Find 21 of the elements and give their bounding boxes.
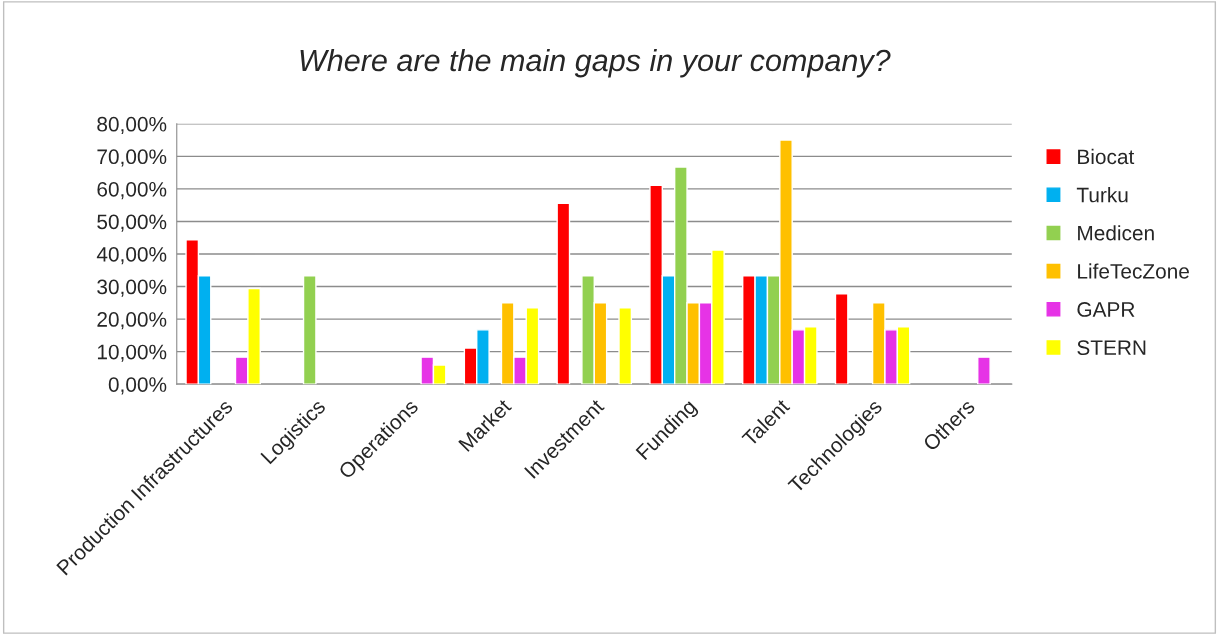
legend-label: Biocat [1078, 148, 1135, 165]
legend-label: STERN [1077, 340, 1146, 356]
bar [618, 307, 633, 385]
y-tick-label: 10,00% [97, 344, 167, 362]
bar [302, 275, 317, 385]
legend-label: GAPR [1077, 302, 1135, 317]
y-tick-label: 80,00% [97, 116, 167, 135]
bar [977, 356, 991, 385]
y-tick-label: 60,00% [97, 181, 167, 200]
legend-label: LifeTecZone [1078, 263, 1189, 279]
y-tick-label: 50,00% [97, 214, 167, 232]
y-tick-label: 20,00% [97, 312, 167, 330]
bar [556, 202, 571, 385]
legend-label: Medicen [1078, 225, 1154, 241]
legend-label: Turku [1076, 187, 1128, 203]
y-tick-label: 0,00% [108, 377, 167, 395]
bar [834, 293, 849, 385]
y-tick-label: 30,00% [97, 279, 167, 297]
y-tick-label: 70,00% [97, 149, 167, 167]
chart-title: Where are the main gaps in your company? [300, 48, 891, 78]
y-tick-label: 40,00% [96, 247, 167, 265]
